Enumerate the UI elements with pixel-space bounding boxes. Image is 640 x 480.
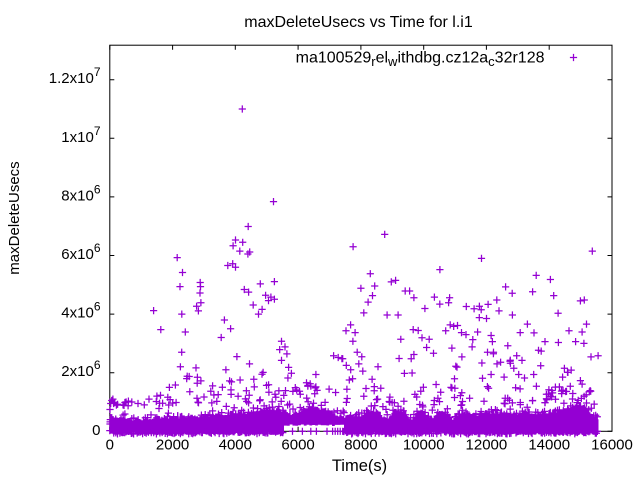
svg-text:Time(s): Time(s) [332, 457, 387, 475]
svg-text:8x106: 8x106 [61, 182, 101, 204]
svg-text:2000: 2000 [156, 437, 189, 454]
svg-text:12000: 12000 [466, 437, 508, 454]
svg-text:0: 0 [92, 422, 100, 439]
svg-text:6x106: 6x106 [61, 241, 101, 263]
svg-text:2x106: 2x106 [61, 358, 101, 380]
svg-text:14000: 14000 [528, 437, 570, 454]
svg-text:8000: 8000 [344, 437, 377, 454]
svg-text:ma100529relwithdbg.cz12ac32r12: ma100529relwithdbg.cz12ac32r128 [296, 50, 545, 70]
svg-text:16000: 16000 [591, 437, 633, 454]
svg-text:4000: 4000 [219, 437, 252, 454]
svg-text:6000: 6000 [281, 437, 314, 454]
svg-text:4x106: 4x106 [61, 300, 101, 322]
svg-text:maxDeleteUsecs: maxDeleteUsecs [6, 161, 23, 274]
svg-text:10000: 10000 [403, 437, 445, 454]
svg-text:1.2x107: 1.2x107 [49, 65, 101, 87]
svg-text:0: 0 [106, 437, 114, 454]
svg-text:1x107: 1x107 [61, 124, 101, 146]
svg-text:maxDeleteUsecs vs Time for l.i: maxDeleteUsecs vs Time for l.i1 [244, 14, 473, 31]
